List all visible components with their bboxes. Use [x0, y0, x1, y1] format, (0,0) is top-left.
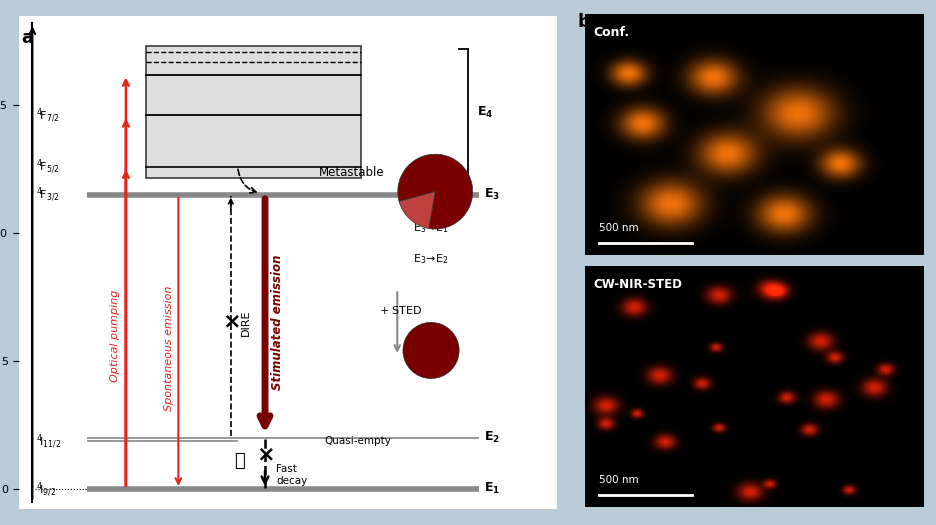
Text: $^4\!$F$_{7/2}$: $^4\!$F$_{7/2}$: [37, 106, 60, 125]
Text: $^4\!$F$_{5/2}$: $^4\!$F$_{5/2}$: [37, 158, 60, 176]
Text: E$_3$$\!\rightarrow\!$E$_1$: E$_3$$\!\rightarrow\!$E$_1$: [414, 221, 449, 235]
Text: 🔥: 🔥: [235, 452, 245, 470]
Text: $\mathbf{E_1}$: $\mathbf{E_1}$: [484, 481, 500, 496]
Text: Stimulated emission: Stimulated emission: [271, 255, 285, 391]
Text: $\mathbf{E_4}$: $\mathbf{E_4}$: [477, 106, 493, 120]
Wedge shape: [398, 154, 473, 229]
Text: b: b: [578, 13, 591, 31]
Text: $+$ STED: $+$ STED: [379, 304, 423, 316]
Text: $\mathbf{E_3}$: $\mathbf{E_3}$: [484, 187, 500, 202]
Text: DIRE: DIRE: [241, 309, 251, 336]
Text: $\mathbf{\times}$: $\mathbf{\times}$: [256, 446, 274, 466]
Text: Optical pumping: Optical pumping: [110, 289, 121, 382]
Text: 500 nm: 500 nm: [599, 223, 638, 233]
Wedge shape: [399, 192, 435, 228]
Text: CW-NIR-STED: CW-NIR-STED: [593, 278, 682, 291]
Text: 500 nm: 500 nm: [599, 475, 638, 485]
Text: $^4\!$I$_{11/2}$: $^4\!$I$_{11/2}$: [37, 432, 62, 451]
Text: Conf.: Conf.: [593, 26, 630, 39]
Text: $\mathbf{\times}$: $\mathbf{\times}$: [222, 312, 240, 333]
Text: Fast
decay: Fast decay: [276, 464, 308, 486]
Text: Metastable: Metastable: [319, 166, 385, 180]
Text: $\mathbf{E_2}$: $\mathbf{E_2}$: [484, 430, 500, 445]
Text: a: a: [21, 28, 33, 47]
Text: Spontaneous emission: Spontaneous emission: [164, 286, 174, 411]
Wedge shape: [403, 322, 460, 379]
Bar: [146, 46, 360, 178]
Text: $^4\!$F$_{3/2}$: $^4\!$F$_{3/2}$: [37, 185, 60, 204]
Text: E$_3$$\!\rightarrow\!$E$_2$: E$_3$$\!\rightarrow\!$E$_2$: [414, 252, 449, 266]
Text: $^4\!$I$_{9/2}$: $^4\!$I$_{9/2}$: [37, 481, 56, 499]
Text: Quasi-empty: Quasi-empty: [324, 436, 391, 446]
